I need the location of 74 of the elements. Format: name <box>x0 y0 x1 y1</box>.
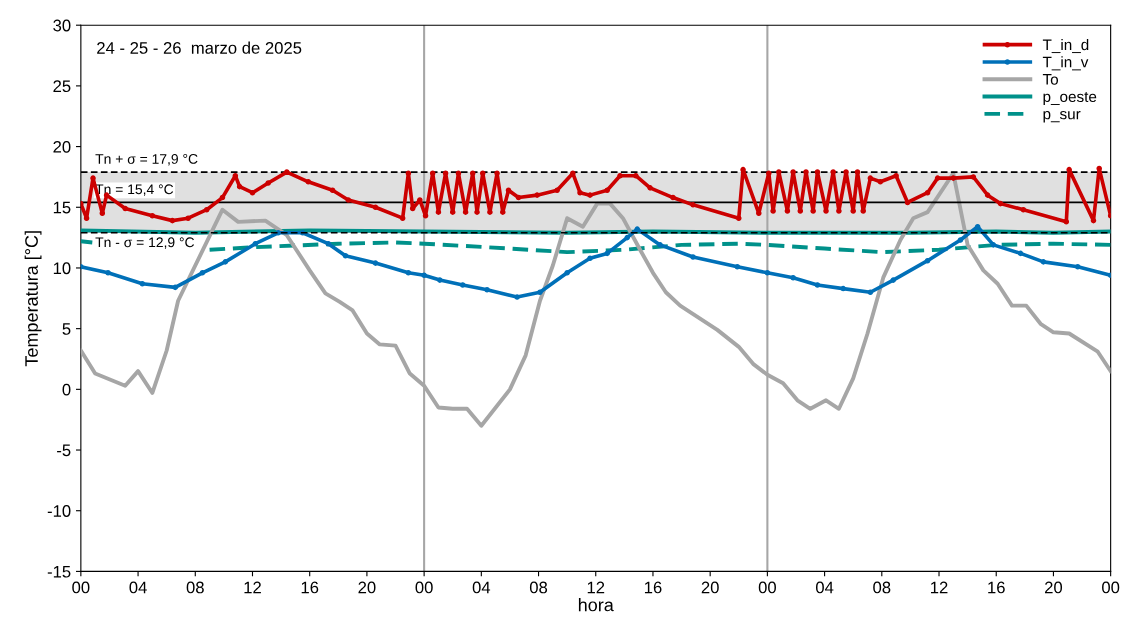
point <box>790 274 796 281</box>
y-tick-label: 5 <box>62 323 71 335</box>
y-tick-label: -10 <box>47 505 71 517</box>
point <box>222 259 229 265</box>
x-tick-label: 00 <box>72 581 90 594</box>
point <box>459 282 466 288</box>
x-tick-label: 20 <box>358 581 376 594</box>
point <box>1017 250 1024 257</box>
point <box>564 270 570 276</box>
ref-line-label: Tn + σ = 17,9 °C <box>95 154 198 166</box>
point <box>342 253 349 259</box>
point <box>867 289 874 296</box>
point <box>604 250 610 257</box>
point <box>199 270 206 276</box>
point <box>537 289 543 296</box>
y-tick-label: 10 <box>53 262 71 275</box>
y-tick-label: 15 <box>53 201 71 214</box>
point <box>172 284 179 291</box>
y-tick-label: -15 <box>47 565 71 578</box>
y-tick-label: 30 <box>53 19 71 32</box>
point <box>484 287 490 293</box>
point <box>252 240 259 247</box>
point <box>814 282 821 288</box>
x-tick-label: 12 <box>931 581 948 594</box>
x-tick-label: 08 <box>529 581 548 594</box>
point <box>587 255 593 262</box>
point <box>325 240 332 247</box>
point <box>514 294 520 300</box>
x-tick-label: 04 <box>815 581 834 594</box>
point <box>990 242 997 248</box>
ref-line-label: Tn - σ = 12,9 °C <box>95 237 195 249</box>
point <box>405 270 412 276</box>
legend-label: p_oeste <box>1043 92 1097 106</box>
x-tick-label: 16 <box>301 581 319 594</box>
legend-label: p_sur <box>1043 110 1081 123</box>
x-tick-label: 00 <box>758 581 776 594</box>
point <box>957 237 964 243</box>
x-tick-label: 20 <box>701 581 719 594</box>
x-tick-label: 16 <box>988 581 1005 594</box>
point <box>890 277 897 283</box>
x-tick-label: 04 <box>472 581 491 594</box>
x-tick-label: 16 <box>644 581 662 594</box>
point <box>840 285 846 292</box>
y-axis-title: Temperatura [°C] <box>24 231 42 367</box>
point <box>1074 263 1081 270</box>
x-tick-label: 00 <box>1102 581 1120 594</box>
y-tick-label: -5 <box>57 444 71 457</box>
legend-label: T_in_d <box>1042 38 1089 54</box>
y-tick-label: 20 <box>53 140 71 153</box>
x-axis-title: hora <box>578 598 614 612</box>
x-tick-label: 12 <box>587 581 605 594</box>
point <box>624 234 630 241</box>
y-tick-label: 0 <box>62 383 71 396</box>
legend-label: To <box>1042 74 1059 85</box>
point <box>657 242 663 248</box>
point <box>437 277 443 283</box>
point <box>421 272 427 279</box>
annotation: 24 - 25 - 26 marzo de 2025 <box>97 41 302 54</box>
x-tick-label: 04 <box>129 581 147 594</box>
point <box>924 257 931 264</box>
point <box>764 270 771 276</box>
x-tick-label: 20 <box>1045 581 1063 594</box>
point <box>1040 259 1047 265</box>
y-tick-label: 25 <box>53 80 71 93</box>
x-tick-label: 12 <box>244 581 261 594</box>
point <box>372 260 379 266</box>
point <box>139 280 146 287</box>
x-tick-label: 08 <box>186 581 204 594</box>
point <box>105 270 111 276</box>
legend-label: T_in_v <box>1042 56 1089 71</box>
x-tick-label: 08 <box>873 581 891 594</box>
point <box>690 254 696 260</box>
point <box>734 263 741 270</box>
x-tick-label: 00 <box>415 581 433 594</box>
